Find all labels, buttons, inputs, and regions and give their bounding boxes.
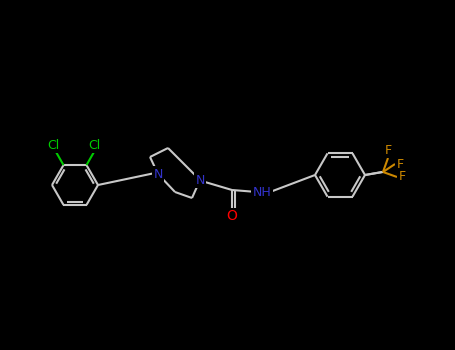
Text: Cl: Cl bbox=[47, 139, 60, 152]
Text: NH: NH bbox=[253, 186, 271, 198]
Text: N: N bbox=[195, 174, 205, 187]
Text: Cl: Cl bbox=[88, 139, 101, 152]
Text: N: N bbox=[153, 168, 163, 181]
Text: F: F bbox=[396, 158, 404, 170]
Text: F: F bbox=[384, 144, 392, 156]
Text: F: F bbox=[399, 170, 405, 183]
Text: O: O bbox=[227, 209, 238, 223]
